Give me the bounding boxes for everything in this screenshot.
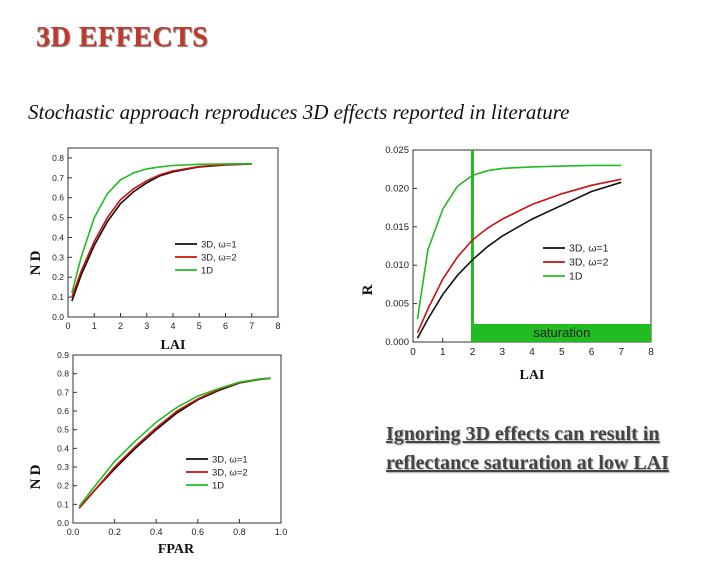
y-tick-label: 0.2 [57, 481, 69, 491]
x-tick-label: 7 [249, 321, 254, 331]
y-axis-label-extra: N [28, 264, 44, 275]
y-axis-label-extra: N [28, 478, 44, 489]
slide-subtitle: Stochastic approach reproduces 3D effect… [28, 100, 570, 124]
y-tick-label: 0.6 [57, 406, 69, 416]
legend-label: 3D, ω=1 [569, 243, 609, 255]
plot-frame [72, 354, 282, 524]
x-tick-label: 1.0 [275, 527, 288, 537]
x-tick-label: 3 [144, 321, 149, 331]
y-axis-label: D [28, 464, 44, 475]
y-axis-label: D [28, 250, 44, 261]
series-line-2 [416, 164, 622, 320]
legend-label: 1D [212, 481, 224, 492]
chart2: 0 1 2 3 4 5 6 7 8 0.000 0.005 0.010 0.015 0.020 0.025 L… [360, 145, 654, 383]
y-tick-label: 0.1 [52, 292, 64, 302]
chart1: 0 1 2 3 4 5 6 7 8 0.0 0.1 0.2 0.3 0.4 0.5 0.6 0.7 0.8 LAI D… [28, 147, 281, 353]
legend-label: 3D, ω=1 [201, 240, 237, 251]
y-tick-label: 0.025 [385, 145, 409, 156]
y-axis-label: R [360, 284, 376, 295]
x-tick-label: 6 [223, 321, 228, 331]
series-line-0 [416, 181, 622, 339]
x-tick-label: 2 [470, 347, 476, 358]
legend-label: 3D, ω=1 [212, 455, 248, 466]
series-line-2 [71, 162, 252, 294]
x-tick-label: 7 [618, 347, 624, 358]
y-tick-label: 0.8 [52, 153, 64, 163]
slide-title: 3D EFFECTS [36, 22, 209, 53]
y-tick-label: 0.2 [52, 272, 64, 282]
x-axis-label: LAI [161, 338, 186, 353]
y-tick-label: 0.010 [385, 260, 409, 271]
x-tick-label: 3 [499, 347, 505, 358]
x-tick-label: 0.6 [192, 527, 205, 537]
y-tick-label: 0.005 [385, 299, 409, 310]
x-tick-label: 0.0 [67, 527, 80, 537]
series-line-2 [78, 377, 271, 507]
saturation-note: Ignoring 3D effects can result in reflec… [386, 423, 669, 474]
x-tick-label: 0.2 [108, 527, 121, 537]
y-tick-label: 0.7 [52, 173, 64, 183]
y-tick-label: 0.5 [52, 213, 64, 223]
y-tick-label: 0.4 [57, 443, 69, 453]
x-tick-label: 1 [440, 347, 446, 358]
saturation-label: saturation [533, 325, 590, 340]
y-tick-label: 0.7 [57, 387, 69, 397]
x-tick-label: 4 [170, 321, 175, 331]
x-tick-label: 0 [410, 347, 416, 358]
x-tick-label: 0.8 [233, 527, 246, 537]
y-tick-label: 0.1 [57, 499, 69, 509]
x-tick-label: 5 [197, 321, 202, 331]
y-tick-label: 0.3 [52, 252, 64, 262]
legend-label: 3D, ω=2 [569, 257, 609, 269]
legend-label: 3D, ω=2 [201, 253, 237, 264]
x-axis-label: LAI [520, 368, 545, 383]
series-line-1 [78, 377, 271, 509]
legend-label: 3D, ω=2 [212, 468, 248, 479]
x-tick-label: 6 [589, 347, 595, 358]
x-tick-label: 2 [118, 321, 123, 331]
x-tick-label: 4 [529, 347, 535, 358]
y-tick-label: 0.6 [52, 193, 64, 203]
y-tick-label: 0.3 [57, 462, 69, 472]
x-tick-label: 8 [275, 321, 280, 331]
y-tick-label: 0.020 [385, 183, 409, 194]
series-line-1 [416, 178, 622, 334]
y-tick-label: 0.4 [52, 232, 64, 242]
legend-label: 1D [201, 266, 213, 277]
x-tick-label: 0 [65, 321, 70, 331]
y-tick-label: 0.8 [57, 369, 69, 379]
x-axis-label: FPAR [158, 542, 195, 557]
legend-label: 1D [569, 271, 583, 283]
y-tick-label: 0.000 [385, 337, 409, 348]
x-tick-label: 8 [648, 347, 654, 358]
y-tick-label: 0.0 [52, 312, 64, 322]
plot-frame [412, 149, 652, 343]
x-tick-label: 5 [559, 347, 565, 358]
y-tick-label: 0.0 [57, 518, 69, 528]
y-tick-label: 0.5 [57, 425, 69, 435]
x-tick-label: 1 [92, 321, 97, 331]
saturation-band [472, 324, 651, 342]
y-tick-label: 0.015 [385, 222, 409, 233]
series-line-1 [71, 163, 252, 298]
y-tick-label: 0.9 [57, 350, 69, 360]
x-tick-label: 0.4 [150, 527, 163, 537]
chart3: 0.0 0.2 0.4 0.6 0.8 1.0 0.0 0.1 0.2 0.3 0.4 0.5 0.6 0… [28, 350, 287, 557]
series-line-0 [78, 377, 271, 509]
